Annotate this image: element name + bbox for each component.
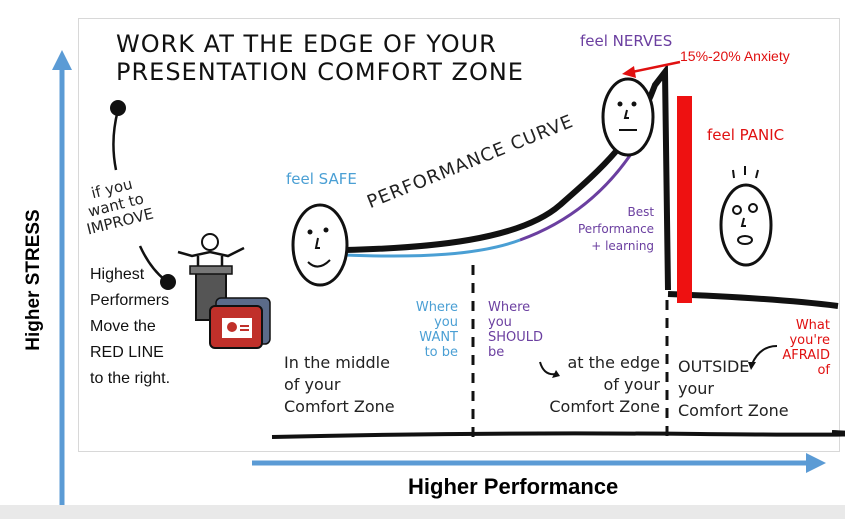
- where-should-note: Where you SHOULD be: [488, 300, 543, 360]
- best-line-3: + learning: [591, 239, 655, 253]
- feel-panic-label: feel PANIC: [707, 126, 785, 144]
- improve-line-bottom: [138, 245, 166, 281]
- improve-line-top: [112, 109, 120, 171]
- outside-line-3: Comfort Zone: [678, 401, 789, 420]
- panic-curve: [667, 291, 839, 309]
- x-axis-label: Higher Performance: [408, 474, 619, 499]
- afraid-line-2: you're: [789, 333, 830, 348]
- outside-line-1: OUTSIDE: [678, 357, 750, 376]
- highest-performers-note: Highest Performers Move the RED LINE to …: [90, 262, 170, 392]
- middle-line-1: In the middle: [284, 353, 390, 372]
- bottom-strip: [0, 505, 845, 519]
- title-line-2: PRESENTATION COMFORT ZONE: [116, 58, 524, 86]
- zone-middle-label: In the middle of your Comfort Zone: [284, 352, 395, 418]
- should-line-3: SHOULD: [488, 330, 544, 345]
- highest-line-4: RED LINE: [90, 344, 164, 361]
- highest-line-5: to the right.: [90, 370, 171, 387]
- x-axis-arrowhead: [806, 453, 826, 473]
- should-line-2: you: [488, 315, 512, 330]
- safe-curve-highlight: [344, 238, 521, 258]
- outside-line-2: your: [678, 379, 714, 398]
- y-axis-arrowhead: [52, 50, 72, 70]
- panic-face: [719, 166, 773, 267]
- afraid-line-4: of: [817, 363, 830, 378]
- anxiety-arrow: [631, 60, 681, 74]
- diagram-title: WORK AT THE EDGE OF YOUR PRESENTATION CO…: [116, 30, 524, 86]
- presentation-icon: [209, 297, 271, 349]
- what-afraid-note: What you're AFRAID of: [778, 318, 830, 378]
- edge-line-1: at the edge: [567, 353, 660, 372]
- best-performance-note: Best Performance + learning: [578, 204, 654, 255]
- zone-edge-label: at the edge of your Comfort Zone: [534, 352, 660, 418]
- should-line-1: Where: [488, 300, 531, 315]
- edge-arrowhead: [552, 370, 560, 378]
- want-line-1: Where: [415, 300, 458, 315]
- y-axis-label: Higher STRESS: [14, 180, 54, 380]
- zone-outside-label: OUTSIDE your Comfort Zone: [678, 356, 789, 422]
- want-line-4: to be: [424, 345, 458, 360]
- middle-line-2: of your: [284, 375, 341, 394]
- red-line: [677, 96, 692, 303]
- highest-line-1: Highest: [90, 266, 145, 283]
- best-line-2: Performance: [578, 222, 655, 236]
- highest-line-3: Move the: [90, 318, 156, 335]
- where-want-note: Where you WANT to be: [402, 300, 458, 360]
- highest-line-2: Performers: [90, 292, 170, 309]
- safe-face: [291, 203, 349, 287]
- want-line-2: you: [434, 315, 458, 330]
- feel-nerves-label: feel NERVES: [580, 32, 673, 50]
- title-line-1: WORK AT THE EDGE OF YOUR: [116, 30, 497, 58]
- middle-line-3: Comfort Zone: [284, 397, 395, 416]
- afraid-line-1: What: [795, 318, 830, 333]
- afraid-arrow: [751, 345, 778, 365]
- anxiety-label: 15%-20% Anxiety: [680, 48, 790, 64]
- edge-line-3: Comfort Zone: [549, 397, 660, 416]
- improve-dot-top: [110, 100, 126, 116]
- nerves-face: [601, 77, 655, 157]
- afraid-arrowhead: [748, 362, 756, 370]
- ground-line: [271, 430, 845, 439]
- y-axis-label-text: Higher STRESS: [23, 209, 44, 351]
- best-line-1: Best: [627, 205, 655, 219]
- afraid-line-3: AFRAID: [782, 348, 830, 363]
- feel-safe-label: feel SAFE: [286, 170, 357, 188]
- edge-line-2: of your: [603, 375, 660, 394]
- should-line-4: be: [488, 345, 505, 360]
- anxiety-arrowhead: [622, 66, 636, 78]
- should-curve-highlight: [519, 139, 642, 242]
- want-line-3: WANT: [419, 330, 458, 345]
